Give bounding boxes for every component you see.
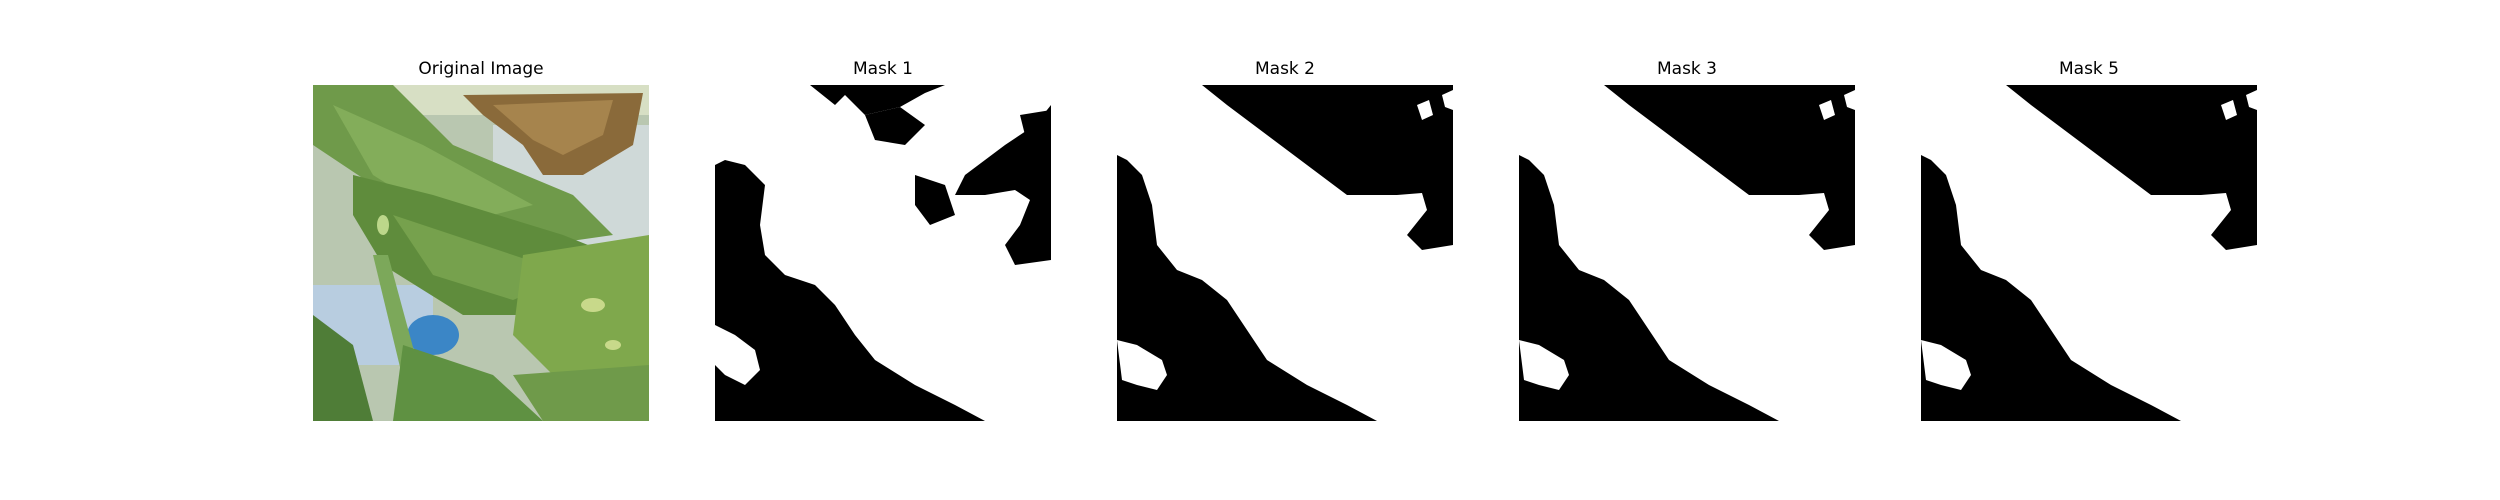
panel-title: Mask 3 [1656, 59, 1717, 79]
segmentation-mask-2 [1117, 85, 1453, 421]
segmentation-mask-3 [1519, 85, 1855, 421]
panel-title: Mask 1 [852, 59, 913, 79]
segmentation-mask-5 [1921, 85, 2257, 421]
panel-title: Original Image [418, 59, 544, 79]
panel-title: Mask 2 [1254, 59, 1315, 79]
segmentation-mask-1 [715, 85, 1051, 421]
original-leaf-photo [313, 85, 649, 421]
panel-title: Mask 5 [2058, 59, 2119, 79]
